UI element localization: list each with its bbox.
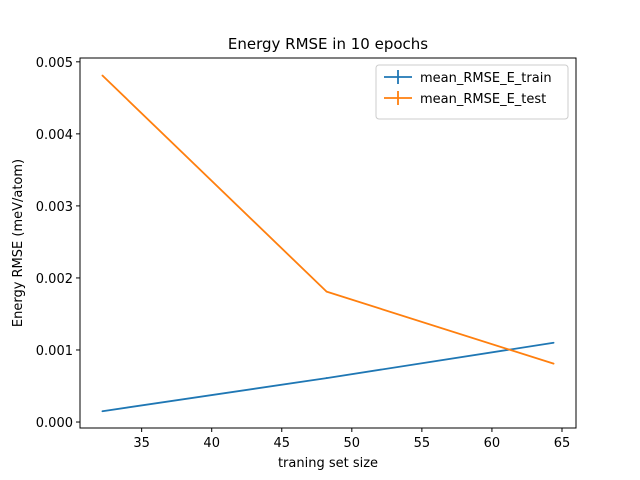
plot-area [101, 74, 555, 413]
y-tick-label: 0.002 [36, 272, 73, 287]
data-point-mean_RMSE_E_train [325, 377, 328, 379]
legend: mean_RMSE_E_train mean_RMSE_E_test [375, 64, 569, 120]
data-point-mean_RMSE_E_test [101, 74, 104, 77]
x-tick-label: 65 [554, 436, 571, 451]
x-tick-label: 40 [203, 436, 220, 451]
data-point-mean_RMSE_E_train [101, 410, 104, 413]
x-tick-label: 45 [273, 436, 290, 451]
y-axis-label: Energy RMSE (meV/atom) [11, 159, 26, 327]
data-point-mean_RMSE_E_test [325, 290, 328, 293]
legend-box [375, 64, 569, 120]
y-tick-label: 0.001 [36, 344, 73, 359]
legend-label: mean_RMSE_E_train [420, 71, 552, 86]
y-axis: 0.000 0.001 0.002 0.003 0.004 0.005 [36, 56, 80, 431]
x-tick-label: 55 [414, 436, 431, 451]
axes-frame [79, 57, 577, 429]
legend-label: mean_RMSE_E_test [420, 92, 546, 107]
y-tick-label: 0.000 [36, 416, 73, 431]
data-point-mean_RMSE_E_train [552, 341, 555, 344]
x-tick-label: 50 [344, 436, 361, 451]
y-tick-label: 0.004 [36, 128, 73, 143]
chart-title: Energy RMSE in 10 epochs [228, 35, 428, 53]
x-axis: 35 40 45 50 55 60 65 [133, 428, 570, 451]
x-tick-label: 35 [133, 436, 150, 451]
data-point-mean_RMSE_E_test [552, 362, 555, 365]
x-axis-label: traning set size [278, 456, 378, 471]
y-tick-label: 0.005 [36, 56, 73, 71]
y-tick-label: 0.003 [36, 200, 73, 215]
x-tick-label: 60 [484, 436, 501, 451]
